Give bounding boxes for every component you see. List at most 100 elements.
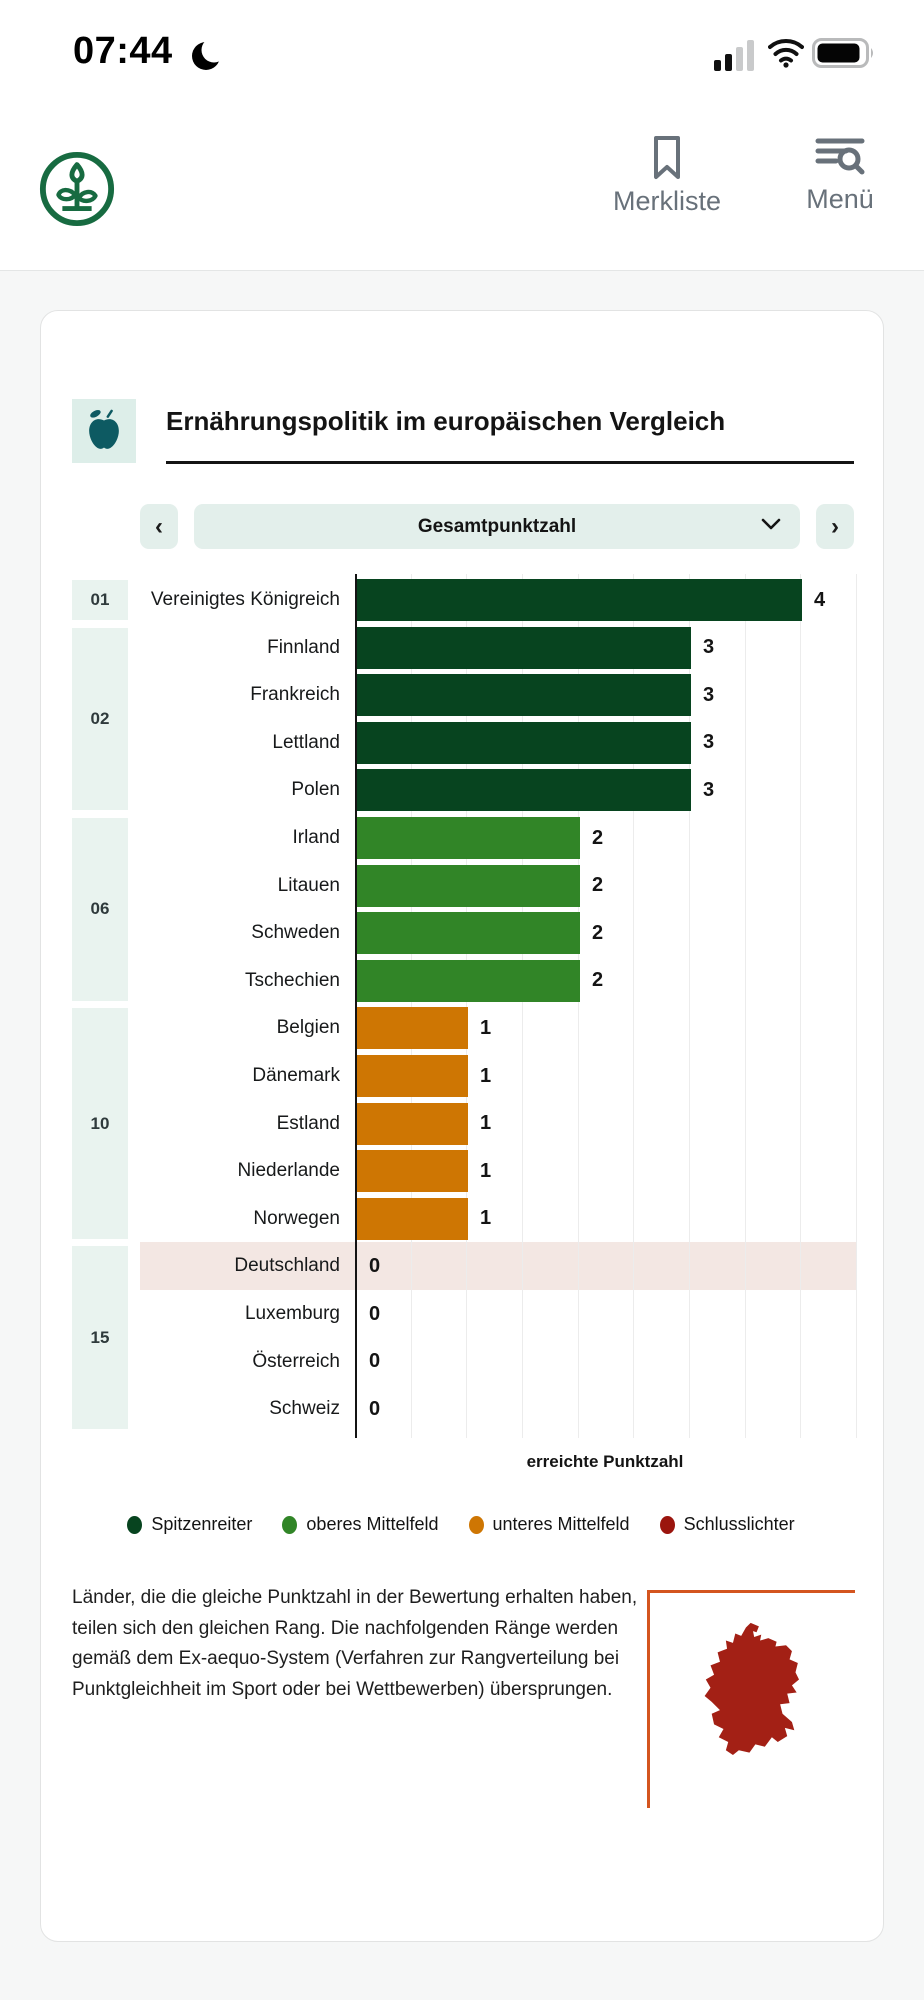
country-label: Schweden bbox=[251, 922, 340, 944]
bar bbox=[357, 674, 691, 717]
value-label: 2 bbox=[592, 874, 604, 897]
gridline bbox=[800, 574, 801, 1439]
map-frame bbox=[647, 1590, 855, 1808]
country-label: Irland bbox=[292, 827, 340, 848]
gridline bbox=[466, 574, 467, 1439]
country-label: Österreich bbox=[252, 1350, 340, 1372]
gridline bbox=[578, 574, 579, 1439]
bar bbox=[357, 1197, 468, 1240]
gridline bbox=[411, 574, 412, 1439]
gridline bbox=[745, 574, 746, 1439]
bar bbox=[357, 769, 691, 812]
legend-dot-icon bbox=[282, 1515, 298, 1534]
legend-item: Schlusslichter bbox=[659, 1514, 795, 1535]
legend-item: oberes Mittelfeld bbox=[282, 1514, 439, 1535]
country-label: Deutschland bbox=[234, 1255, 340, 1277]
legend-dot-icon bbox=[468, 1515, 484, 1534]
country-label: Tschechien bbox=[244, 969, 340, 991]
metric-dropdown[interactable]: Gesamtpunktzahl bbox=[194, 504, 800, 549]
value-label: 2 bbox=[592, 826, 604, 849]
value-label: 1 bbox=[480, 1159, 492, 1182]
bar bbox=[357, 1102, 468, 1145]
value-label: 3 bbox=[703, 683, 715, 706]
value-label: 1 bbox=[480, 1016, 492, 1039]
country-label: Litauen bbox=[277, 874, 340, 896]
bar-chart: erreichte Punktzahl 01 02 06 10 15 Vereinigte… bbox=[40, 570, 882, 1485]
bar bbox=[357, 721, 691, 764]
merkliste-label: Merkliste bbox=[612, 186, 721, 216]
value-label: 0 bbox=[369, 1397, 381, 1420]
menu-label: Menü bbox=[806, 184, 874, 214]
wifi-icon bbox=[768, 38, 804, 73]
title-underline bbox=[166, 461, 854, 464]
value-label: 4 bbox=[814, 588, 826, 611]
apple-icon bbox=[85, 408, 123, 455]
country-label: Vereinigtes Königreich bbox=[150, 589, 340, 610]
bar bbox=[357, 1007, 468, 1050]
rank-badge: 06 bbox=[72, 818, 128, 1001]
gridline bbox=[856, 574, 857, 1439]
legend-label: Schlusslichter bbox=[683, 1514, 795, 1534]
bookmark-icon bbox=[652, 136, 682, 185]
country-label: Dänemark bbox=[252, 1065, 340, 1086]
value-label: 1 bbox=[480, 1112, 492, 1135]
chart-title: Ernährungspolitik im europäischen Vergle… bbox=[166, 406, 726, 436]
menu-button[interactable]: Menü bbox=[795, 135, 885, 215]
value-label: 3 bbox=[703, 636, 715, 659]
value-label: 1 bbox=[480, 1207, 492, 1230]
rank-badge: 15 bbox=[72, 1246, 128, 1430]
country-label: Polen bbox=[291, 779, 340, 801]
selector-next-button[interactable]: › bbox=[816, 504, 854, 549]
country-label: Belgien bbox=[276, 1017, 340, 1039]
menu-search-icon bbox=[814, 138, 866, 183]
value-label: 0 bbox=[369, 1302, 381, 1325]
do-not-disturb-moon-icon bbox=[188, 36, 228, 81]
cellular-signal-icon bbox=[714, 40, 758, 77]
value-label: 2 bbox=[592, 921, 604, 944]
legend-dot-icon bbox=[659, 1515, 675, 1534]
bar bbox=[357, 579, 802, 621]
merkliste-button[interactable]: Merkliste bbox=[591, 135, 743, 217]
country-label: Finnland bbox=[267, 636, 340, 658]
bar bbox=[357, 959, 580, 1002]
country-label: Schweiz bbox=[269, 1398, 340, 1420]
value-label: 2 bbox=[592, 969, 604, 992]
country-label: Norwegen bbox=[253, 1207, 340, 1229]
bar bbox=[357, 1150, 468, 1193]
gridline bbox=[522, 574, 523, 1439]
metric-dropdown-label: Gesamtpunktzahl bbox=[417, 515, 577, 537]
value-label: 3 bbox=[703, 731, 715, 754]
chevron-down-icon bbox=[760, 516, 782, 537]
country-label: Niederlande bbox=[237, 1160, 340, 1182]
selector-prev-button[interactable]: ‹ bbox=[140, 504, 178, 549]
legend-dot-icon bbox=[127, 1515, 143, 1534]
gridline bbox=[633, 574, 634, 1439]
legend-item: unteres Mittelfeld bbox=[468, 1514, 630, 1535]
highlight-row-deutschland bbox=[140, 1242, 856, 1291]
battery-icon bbox=[812, 38, 876, 73]
legend-item: Spitzenreiter bbox=[127, 1514, 252, 1535]
y-axis bbox=[355, 574, 357, 1439]
legend-label: unteres Mittelfeld bbox=[492, 1514, 630, 1534]
rank-badge: 02 bbox=[72, 627, 128, 811]
aok-logo[interactable] bbox=[38, 150, 116, 233]
rank-badge: 01 bbox=[72, 580, 128, 620]
bar bbox=[357, 626, 691, 669]
bar bbox=[357, 1055, 468, 1097]
value-label: 0 bbox=[369, 1254, 381, 1277]
chart-legend: Spitzenreiter oberes Mittelfeld unteres Mi… bbox=[40, 1514, 882, 1535]
value-label: 0 bbox=[369, 1350, 381, 1373]
value-label: 3 bbox=[703, 778, 715, 801]
country-label: Lettland bbox=[272, 731, 340, 753]
value-label: 1 bbox=[480, 1064, 492, 1087]
x-axis-label: erreichte Punktzahl bbox=[526, 1452, 684, 1471]
bar bbox=[357, 864, 580, 907]
legend-label: Spitzenreiter bbox=[151, 1514, 253, 1534]
country-label: Frankreich bbox=[250, 684, 340, 706]
bar bbox=[357, 817, 580, 859]
rank-badge: 10 bbox=[72, 1008, 128, 1239]
gridline bbox=[689, 574, 690, 1439]
legend-label: oberes Mittelfeld bbox=[306, 1514, 439, 1534]
topic-tile bbox=[72, 399, 136, 463]
